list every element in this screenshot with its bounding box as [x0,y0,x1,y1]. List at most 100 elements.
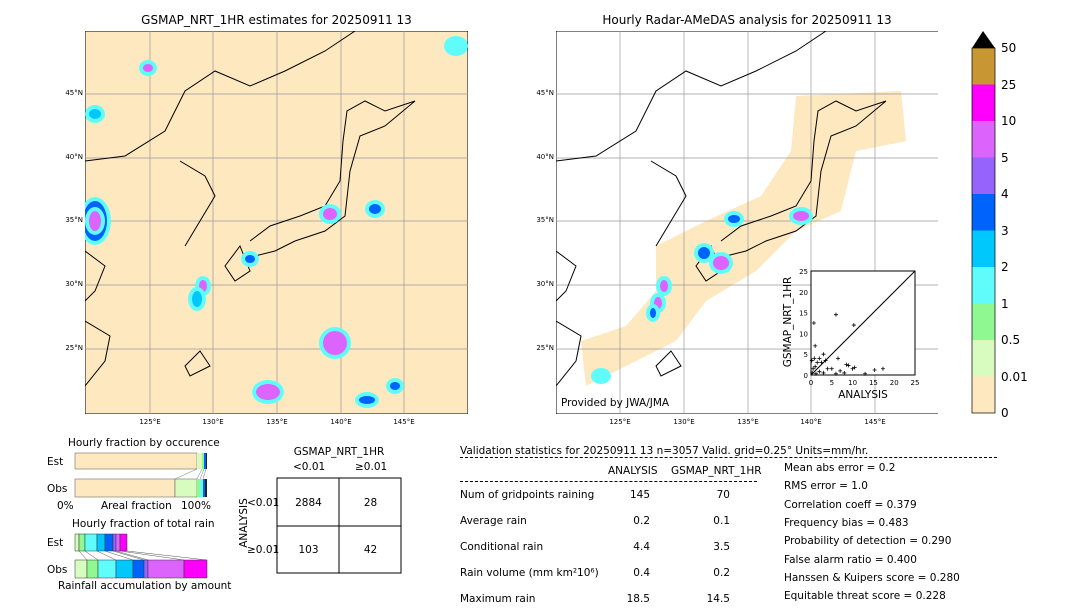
colorbar-label: 25 [1001,77,1017,92]
coastline [556,250,577,302]
scatter-point [863,371,868,376]
colorbar-swatch [972,340,995,377]
colorbar-swatch [972,157,995,194]
left-map-title: GSMAP_NRT_1HR estimates for 20250911 13 [141,13,412,27]
lat-tick-label: 45°N [65,89,83,97]
rain-cell [359,396,375,404]
scatter-point [815,360,820,365]
y-tick-label: 20 [799,289,808,297]
rain-cell [323,331,347,355]
stat-gsmap-value: 0.2 [713,567,730,579]
colorbar-swatch [972,303,995,340]
scatter-point [813,364,818,369]
lat-tick-label: 30°N [65,280,83,288]
scatter-point [813,343,818,348]
score-line: Hanssen & Kuipers score = 0.280 [784,571,960,584]
stat-label: Conditional rain [460,541,544,553]
colorbar-swatch [972,84,995,121]
lat-tick-label: 40°N [536,153,554,161]
row-label-lt: <0.01 [247,497,280,509]
scatter-point [838,368,843,373]
coastline [85,250,106,302]
scatter-point [836,356,841,361]
colorbar [971,31,996,414]
scatter-point [850,366,855,371]
coastline [85,320,111,387]
scatter-point [813,371,818,376]
coastline [650,160,687,247]
scatter-point [810,370,815,375]
score-line: Correlation coeff = 0.379 [784,498,917,511]
lon-tick-label: 130°E [202,418,224,426]
contingency-col-title: GSMAP_NRT_1HR [293,446,385,458]
y-tick-label: 0 [804,372,808,380]
right-map-title: Hourly Radar-AMeDAS analysis for 2025091… [602,13,892,27]
lat-tick-label: 35°N [536,216,554,224]
col-label-lt: <0.01 [293,461,326,473]
stat-label: Num of gridpoints raining [460,489,595,501]
rain-row-obs: Obs [47,564,68,576]
cell-false-alarm: 28 [363,497,378,509]
x-tick-label: 5 [830,379,834,387]
lon-tick-label: 125°E [139,418,161,426]
analysis-coverage [581,91,906,386]
validation-header: Validation statistics for 20250911 13 n=… [460,445,869,457]
lon-tick-label: 140°E [800,418,822,426]
coastline [184,350,211,377]
divider [460,481,757,482]
score-line: RMS error = 1.0 [784,480,868,493]
lat-tick-label: 35°N [65,216,83,224]
rain-cell [390,382,400,390]
scatter-ylabel: GSMAP_NRT_1HR [782,276,794,368]
scatter-point [821,352,826,357]
colorbar-label: 4 [1001,187,1009,201]
scatter-point [812,356,817,361]
colorbar-swatch [972,230,995,267]
scatter-point [872,368,877,373]
rain-cell [369,204,381,214]
cell-miss: 103 [298,544,319,556]
scatter-point [817,356,822,361]
contingency-grid [276,477,402,574]
occ-xmin: 0% [57,500,74,512]
x-tick-label: 15 [869,379,878,387]
coastline [556,320,582,387]
stat-analysis-value: 0.4 [633,567,650,579]
rain-cell [448,40,464,52]
colorbar-extend-triangle [972,31,995,48]
scatter-point [821,370,826,375]
coastline [179,160,216,247]
scatter-point [851,323,856,328]
scatter-point [829,366,834,371]
scatter-point [823,358,828,363]
rain-cell [89,109,101,119]
scatter-point [833,371,838,376]
stat-analysis-value: 4.4 [633,541,650,553]
stat-analysis-value: 145 [629,489,650,501]
coastline [720,100,887,257]
scatter-point [880,366,885,371]
col-gsmap: GSMAP_NRT_1HR [671,465,762,477]
rain-cell [323,208,337,220]
stat-analysis-value: 0.2 [633,515,650,527]
x-tick-label: 20 [890,379,899,387]
y-tick-label: 5 [804,351,808,359]
scatter-xlabel: ANALYSIS [838,389,888,401]
credit-text: Provided by JWA/JMA [561,397,670,409]
scatter-point [844,362,849,367]
x-tick-label: 10 [848,379,857,387]
colorbar-label: 0.5 [1001,333,1021,347]
coastline [249,100,416,257]
rain-cell [192,291,202,307]
rain-cell [713,256,729,270]
score-line: Frequency bias = 0.483 [784,516,909,529]
occurrence-bars [74,452,207,498]
stat-gsmap-value: 70 [716,489,730,501]
y-tick-label: 10 [799,330,808,338]
colorbar-swatch [972,194,995,231]
col-label-ge: ≥0.01 [355,461,388,473]
stat-analysis-value: 18.5 [626,593,650,605]
lon-tick-label: 135°E [266,418,288,426]
rain-cell [728,215,740,223]
